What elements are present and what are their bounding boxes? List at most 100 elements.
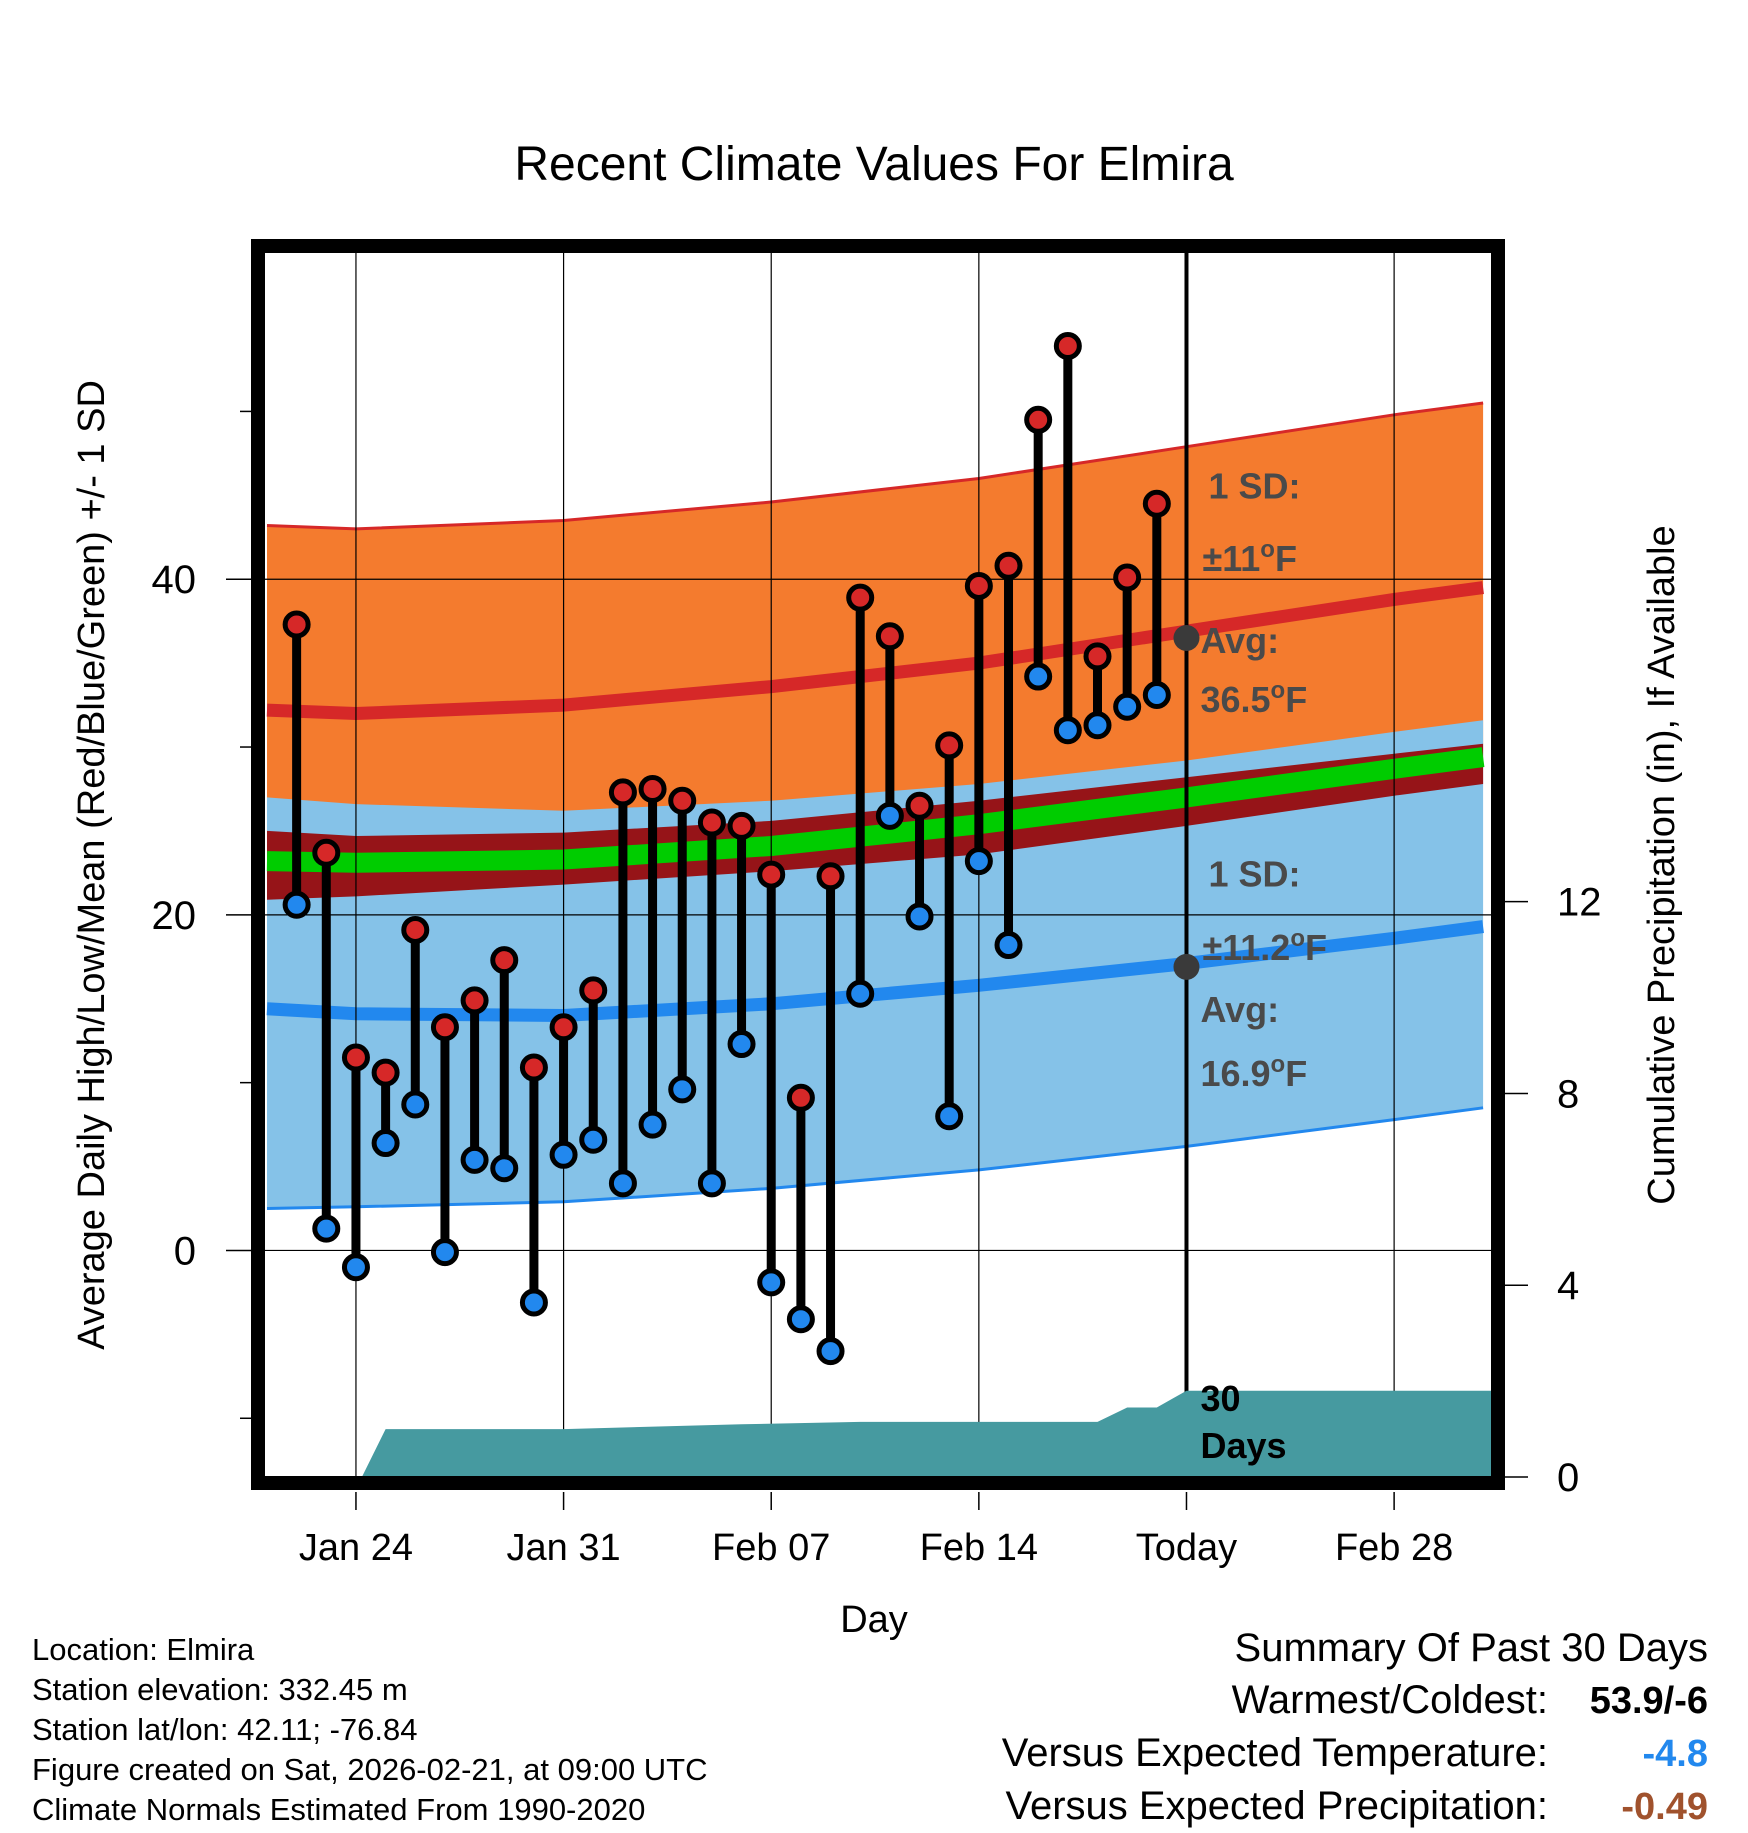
warmest-coldest-value: 53.9/-6: [1589, 1680, 1708, 1722]
daily-high-marker: [579, 976, 608, 1005]
daily-low-marker: [608, 1169, 637, 1198]
daily-low-marker: [1113, 692, 1142, 721]
precip-anomaly-row: Versus Expected Precipitation: -0.49: [1002, 1780, 1708, 1833]
daily-high-marker: [875, 622, 904, 651]
daily-high-marker: [430, 1013, 459, 1042]
x-tick-label: Feb 14: [920, 1527, 1038, 1569]
high-sd-band: [267, 403, 1484, 821]
daily-high-marker: [935, 731, 964, 760]
low-avg-value: 16.9oF: [1200, 1051, 1307, 1094]
daily-high-marker: [1142, 489, 1171, 518]
daily-high-marker: [549, 1013, 578, 1042]
high-avg-dot: [1173, 624, 1200, 651]
daily-low-marker: [786, 1305, 815, 1334]
daily-low-marker: [846, 979, 875, 1008]
daily-bars: [282, 331, 1171, 1366]
low-sd-value: ±11.2oF: [1202, 925, 1327, 968]
high-normal-line: [266, 581, 1484, 721]
y-tick-label: 0: [174, 1229, 196, 1273]
precip-fill: [266, 1390, 1492, 1477]
low-avg-label: Avg:: [1200, 989, 1279, 1030]
daily-low-marker: [282, 890, 311, 919]
high-sd-label: 1 SD:: [1208, 466, 1300, 507]
daily-high-marker: [964, 571, 993, 600]
daily-high-marker: [1053, 331, 1082, 360]
daily-high-marker: [460, 986, 489, 1015]
high-avg-value: 36.5oF: [1200, 677, 1307, 720]
latlon-text: Station lat/lon: 42.11; -76.84: [32, 1712, 418, 1747]
precipitation-area: [266, 1390, 1492, 1477]
daily-high-marker: [1024, 405, 1053, 434]
x-axis-label: Day: [840, 1599, 908, 1641]
warmest-coldest-row: Warmest/Coldest: 53.9/-6: [1002, 1674, 1708, 1727]
daily-low-marker: [371, 1129, 400, 1158]
daily-low-marker: [727, 1030, 756, 1059]
daily-high-marker: [638, 774, 667, 803]
daily-high-marker: [312, 838, 341, 867]
annotations: 1 SD: ±11oF Avg: 36.5oF 1 SD: ±11.2oF Avg: 16.9…: [1173, 466, 1327, 1466]
daily-high-marker: [757, 860, 786, 889]
daily-high-marker: [1113, 563, 1142, 592]
daily-high-marker: [341, 1043, 370, 1072]
daily-low-marker: [935, 1102, 964, 1131]
precip-anomaly-label: Versus Expected Precipitation:: [1005, 1784, 1548, 1828]
daily-low-marker: [430, 1238, 459, 1267]
created-text: Figure created on Sat, 2026-02-21, at 09…: [32, 1752, 708, 1787]
summary-panel: Summary Of Past 30 Days Warmest/Coldest:…: [1002, 1622, 1708, 1833]
daily-high-marker: [905, 791, 934, 820]
high-avg-label: Avg:: [1200, 620, 1279, 661]
daily-low-marker: [994, 931, 1023, 960]
daily-low-marker: [341, 1253, 370, 1282]
location-text: Location: Elmira: [32, 1632, 255, 1667]
daily-high-marker: [727, 811, 756, 840]
y2-tick-label: 12: [1557, 881, 1602, 925]
x-tick-label: Jan 24: [299, 1527, 413, 1569]
y-tick-label: 20: [152, 894, 197, 938]
daily-low-marker: [668, 1075, 697, 1104]
normals-text: Climate Normals Estimated From 1990-2020: [32, 1792, 646, 1827]
x-tick-label: Feb 07: [712, 1527, 830, 1569]
x-tick-label: Jan 31: [507, 1527, 621, 1569]
daily-low-marker: [757, 1268, 786, 1297]
daily-low-marker: [460, 1145, 489, 1174]
precip-anomaly-value: -0.49: [1621, 1786, 1708, 1828]
daily-low-marker: [816, 1337, 845, 1366]
temp-anomaly-label: Versus Expected Temperature:: [1001, 1731, 1548, 1775]
low-normal-line: [266, 920, 1484, 1023]
temp-anomaly-value: -4.8: [1642, 1733, 1708, 1775]
summary-title: Summary Of Past 30 Days: [1234, 1626, 1708, 1670]
daily-low-marker: [638, 1110, 667, 1139]
daily-low-marker: [549, 1140, 578, 1169]
low-sd-lower-line: [266, 1106, 1484, 1210]
chart-title: Recent Climate Values For Elmira: [514, 138, 1234, 191]
daily-low-marker: [579, 1125, 608, 1154]
warmest-coldest-label: Warmest/Coldest:: [1231, 1678, 1548, 1722]
daily-high-marker: [816, 862, 845, 891]
daily-low-marker: [1142, 681, 1171, 710]
daily-high-marker: [668, 786, 697, 815]
y2-tick-label: 8: [1557, 1072, 1579, 1116]
daily-high-marker: [282, 610, 311, 639]
daily-high-marker: [994, 551, 1023, 580]
precip-days-number: 30: [1200, 1378, 1240, 1419]
daily-low-marker: [490, 1154, 519, 1183]
daily-low-marker: [1024, 662, 1053, 691]
daily-low-marker: [312, 1214, 341, 1243]
normals-bands: [266, 401, 1485, 1210]
y2-tick-label: 0: [1557, 1456, 1579, 1500]
daily-high-marker: [401, 915, 430, 944]
y-tick-label: 40: [152, 558, 197, 602]
daily-low-marker: [875, 801, 904, 830]
daily-low-marker: [519, 1288, 548, 1317]
daily-high-marker: [490, 946, 519, 975]
daily-low-marker: [1083, 711, 1112, 740]
plot-area: [264, 252, 1492, 1477]
daily-low-marker: [905, 902, 934, 931]
y2-tick-label: 4: [1557, 1264, 1579, 1308]
high-sd-value: ±11oF: [1202, 536, 1297, 579]
high-sd-upper-line: [266, 401, 1484, 531]
precip-days-label: Days: [1200, 1425, 1286, 1466]
x-tick-label: Feb 28: [1335, 1527, 1453, 1569]
daily-high-marker: [371, 1058, 400, 1087]
